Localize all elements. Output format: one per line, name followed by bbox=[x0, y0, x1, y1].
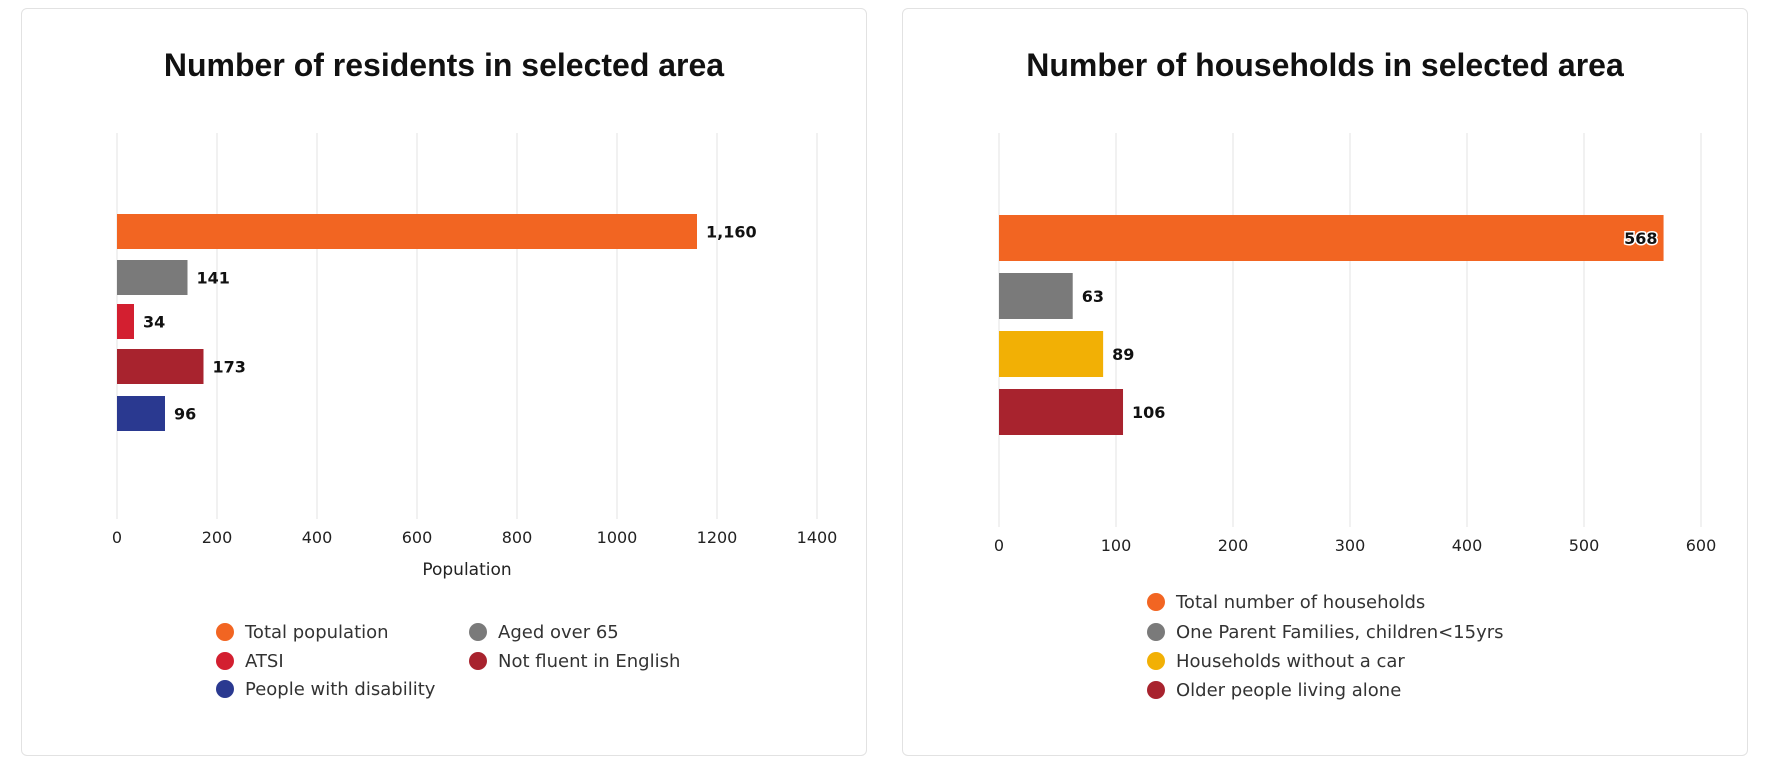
legend-marker bbox=[216, 680, 234, 698]
x-tick-label: 300 bbox=[1335, 536, 1366, 555]
bar bbox=[999, 331, 1104, 377]
data-label: 34 bbox=[143, 313, 165, 332]
legend-label: Older people living alone bbox=[1176, 680, 1401, 701]
households-chart-title: Number of households in selected area bbox=[1026, 47, 1624, 83]
legend-label: Aged over 65 bbox=[498, 622, 619, 643]
data-label: 173 bbox=[213, 358, 246, 377]
legend-label: Total number of households bbox=[1175, 592, 1425, 613]
legend-marker bbox=[1147, 623, 1165, 641]
legend-marker bbox=[469, 623, 487, 641]
x-tick-label: 600 bbox=[402, 528, 433, 547]
data-label: 141 bbox=[197, 269, 230, 288]
x-tick-label: 200 bbox=[202, 528, 233, 547]
bar bbox=[999, 273, 1073, 319]
data-label: 568 bbox=[1624, 229, 1657, 248]
residents-chart-card: Number of residents in selected area 0 20… bbox=[21, 8, 867, 756]
legend-label: Households without a car bbox=[1176, 651, 1405, 672]
bar bbox=[999, 389, 1124, 435]
households-chart-card: Number of households in selected area 0 1… bbox=[902, 8, 1748, 756]
legend-marker bbox=[216, 623, 234, 641]
legend-label: Total population bbox=[244, 622, 389, 643]
legend-label: Not fluent in English bbox=[498, 651, 680, 672]
legend-marker bbox=[469, 652, 487, 670]
x-tick-label: 600 bbox=[1686, 536, 1717, 555]
legend-marker bbox=[1147, 593, 1165, 611]
x-tick-label: 200 bbox=[1218, 536, 1249, 555]
data-label: 1,160 bbox=[706, 223, 757, 242]
legend-label: ATSI bbox=[245, 651, 284, 672]
bar bbox=[117, 214, 697, 249]
data-label: 106 bbox=[1132, 403, 1165, 422]
data-label: 96 bbox=[174, 405, 196, 424]
data-label: 89 bbox=[1112, 345, 1134, 364]
x-tick-label: 800 bbox=[502, 528, 533, 547]
x-tick-label: 400 bbox=[1452, 536, 1483, 555]
x-axis-title: Population bbox=[422, 560, 511, 580]
legend-label: One Parent Families, children<15yrs bbox=[1176, 622, 1504, 643]
residents-chart: 0 200 400 600 800 1000 1200 1400 1,160 141 34 173 96… bbox=[112, 133, 838, 700]
bar bbox=[117, 260, 188, 295]
legend-marker bbox=[216, 652, 234, 670]
data-label: 63 bbox=[1082, 287, 1104, 306]
households-chart: 0 100 200 300 400 500 600 568 63 89 106 Total numbe… bbox=[994, 133, 1717, 701]
legend-marker bbox=[1147, 681, 1165, 699]
x-tick-label: 0 bbox=[994, 536, 1004, 555]
x-tick-label: 1000 bbox=[597, 528, 638, 547]
bar bbox=[999, 215, 1664, 261]
x-tick-label: 1200 bbox=[697, 528, 738, 547]
legend-label: People with disability bbox=[245, 679, 436, 700]
x-tick-label: 100 bbox=[1101, 536, 1132, 555]
bar bbox=[117, 349, 204, 384]
x-tick-label: 400 bbox=[302, 528, 333, 547]
x-tick-label: 500 bbox=[1569, 536, 1600, 555]
residents-chart-title: Number of residents in selected area bbox=[163, 47, 725, 83]
legend-marker bbox=[1147, 652, 1165, 670]
bar bbox=[117, 396, 165, 431]
x-tick-label: 0 bbox=[112, 528, 122, 547]
bar bbox=[117, 304, 134, 339]
x-tick-label: 1400 bbox=[797, 528, 838, 547]
